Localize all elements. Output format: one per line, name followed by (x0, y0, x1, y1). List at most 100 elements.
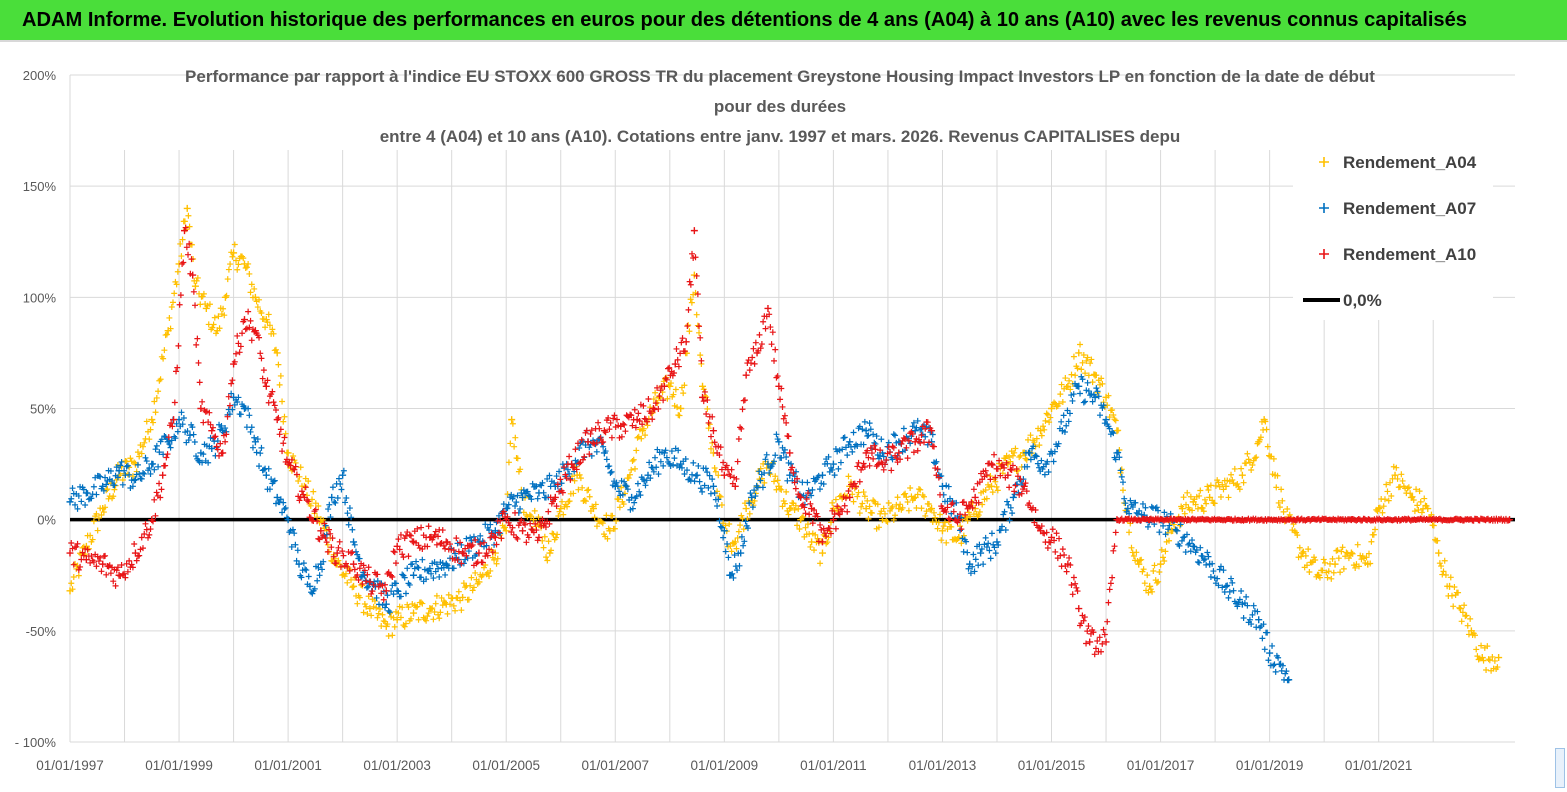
data-point-A04 (297, 464, 304, 471)
data-point-A10 (807, 500, 814, 507)
data-point-A04 (599, 520, 606, 527)
resize-handle[interactable] (1555, 748, 1565, 788)
data-point-A04 (1440, 568, 1447, 575)
data-point-A07 (993, 538, 1001, 546)
data-point-A04 (1430, 522, 1437, 529)
data-point-A07 (80, 486, 87, 493)
data-point-A07 (117, 462, 124, 469)
data-point-A10 (1106, 586, 1113, 593)
data-point-A10 (248, 337, 255, 344)
data-point-A04 (587, 507, 594, 514)
data-point-A07 (174, 428, 181, 435)
data-point-A04 (1447, 574, 1454, 581)
data-point-A10 (1018, 490, 1025, 497)
data-point-A07 (1205, 553, 1212, 560)
data-point-A04 (517, 466, 524, 473)
data-point-A07 (634, 480, 641, 487)
data-point-A04 (858, 503, 865, 510)
data-point-A04 (1203, 500, 1210, 507)
data-point-A04 (1276, 504, 1283, 511)
data-point-A10 (1023, 488, 1030, 495)
data-point-A07 (245, 405, 252, 412)
data-point-A04 (1209, 497, 1216, 504)
data-point-A10 (915, 436, 922, 443)
data-point-A07 (303, 567, 310, 574)
data-point-A04 (1025, 436, 1032, 443)
data-point-A10 (1001, 464, 1008, 471)
data-point-A10 (654, 384, 661, 391)
data-point-A10 (987, 476, 994, 483)
data-point-A04 (1263, 426, 1270, 433)
data-point-A04 (1459, 609, 1466, 616)
data-point-A07 (1069, 397, 1076, 404)
data-point-A10 (700, 398, 707, 405)
data-point-A10 (374, 571, 381, 578)
data-point-A10 (790, 469, 797, 476)
data-point-A10 (264, 377, 271, 384)
data-point-A07 (331, 498, 338, 505)
data-point-A04 (1149, 588, 1156, 595)
data-point-A07 (711, 490, 718, 497)
data-point-A04 (1300, 548, 1307, 555)
data-point-A10 (1073, 584, 1080, 591)
data-point-A07 (850, 429, 857, 436)
data-point-A04 (457, 597, 464, 604)
data-point-A07 (799, 479, 806, 486)
data-point-A10 (804, 490, 811, 497)
data-point-A04 (1130, 552, 1137, 559)
data-point-A04 (1410, 496, 1417, 503)
data-point-A10 (534, 537, 541, 544)
data-point-A10 (1067, 561, 1074, 568)
data-point-A10 (720, 471, 728, 479)
data-point-A10 (462, 545, 469, 552)
data-point-A10 (322, 535, 329, 542)
data-point-A10 (716, 452, 723, 459)
data-point-A10 (175, 342, 182, 349)
data-point-A07 (100, 487, 107, 494)
data-point-A04 (445, 591, 452, 598)
data-point-A07 (406, 581, 413, 588)
data-point-A07 (1266, 649, 1274, 657)
data-point-A10 (679, 335, 686, 342)
data-point-A07 (295, 560, 303, 568)
legend-background (1293, 140, 1493, 320)
data-point-A10 (579, 456, 586, 463)
data-point-A07 (1036, 464, 1043, 471)
data-point-A07 (258, 444, 265, 451)
data-point-A04 (913, 504, 920, 511)
data-point-A04 (642, 432, 649, 439)
data-point-A07 (334, 494, 341, 501)
data-point-A10 (396, 546, 403, 553)
data-point-A07 (1110, 430, 1117, 437)
data-point-A10 (664, 365, 671, 372)
data-point-A07 (326, 501, 333, 508)
data-point-A07 (399, 571, 406, 578)
data-point-A04 (390, 614, 397, 621)
data-point-A04 (1461, 602, 1468, 609)
data-point-A04 (979, 501, 986, 508)
data-point-A10 (270, 399, 277, 406)
data-point-A04 (479, 572, 486, 579)
data-point-A10 (225, 393, 232, 400)
data-point-A10 (237, 343, 244, 350)
data-point-A07 (1132, 499, 1139, 506)
data-point-A10 (865, 454, 872, 461)
data-point-A10 (197, 405, 205, 412)
data-point-A04 (1225, 494, 1232, 501)
data-point-A10 (996, 457, 1003, 464)
data-point-A04 (1120, 487, 1126, 494)
data-point-A10 (844, 508, 851, 515)
data-point-A07 (1153, 504, 1160, 511)
data-point-A07 (1142, 504, 1149, 511)
data-point-A10 (257, 350, 264, 357)
data-point-A07 (178, 409, 185, 416)
data-point-A04 (1219, 481, 1226, 488)
data-point-A10 (393, 542, 401, 550)
data-point-A04 (1393, 464, 1400, 471)
data-point-A07 (892, 432, 899, 439)
data-point-A10 (610, 415, 617, 422)
y-tick-label: -50% (26, 624, 57, 639)
data-point-A10 (766, 311, 773, 318)
data-point-A10 (224, 413, 231, 420)
data-point-A10 (77, 563, 84, 570)
